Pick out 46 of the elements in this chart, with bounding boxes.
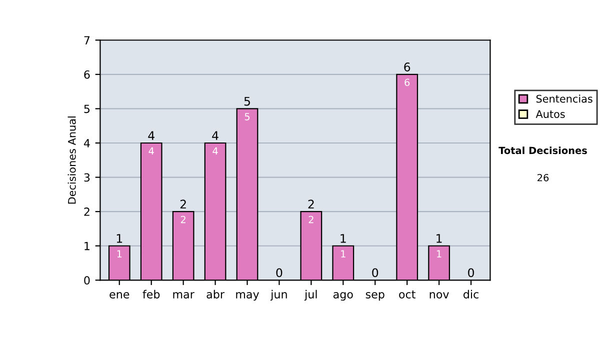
x-tick-label: ago [333,292,353,301]
text: 26 [538,174,549,182]
y-tick-label: 4 [84,139,90,148]
y-tick-label: 2 [84,208,90,216]
x-tick-label: feb [142,290,160,298]
data-label: 6 [404,78,410,86]
total-label: 0 [276,268,282,278]
x-tick-label: abr [206,290,224,298]
legend-label: Autos [536,110,565,118]
total-label: 4 [212,131,218,140]
x-tick-label: may [236,292,260,301]
y-tick-label: 1 [84,242,90,250]
text: Total Decisiones [498,146,587,154]
total-label: 0 [468,268,474,278]
total-label: 1 [116,234,122,243]
y-tick-label: 7 [84,36,90,44]
x-tick-label: jun [270,290,287,301]
x-tick-label: nov [430,292,449,298]
x-tick-label: mar [173,292,194,298]
legend-label: Sentencias [536,94,592,103]
total-label: 5 [244,96,250,106]
y-tick-label: 3 [84,173,90,182]
total-label: 1 [340,234,346,243]
x-tick-label: dic [464,290,478,298]
total-label: 1 [436,234,442,243]
total-label: 0 [372,268,378,278]
x-tick-label: jul [304,290,317,301]
total-label: 4 [148,131,154,140]
data-label: 1 [437,250,442,258]
y-tick-label: 0 [84,276,90,285]
x-tick-label: sep [366,292,384,301]
total-label: 2 [180,200,186,208]
data-label: 5 [244,113,250,120]
data-label: 4 [212,147,218,154]
x-tick-label: ene [110,292,130,298]
y-axis-title: Decisiones Anual [68,116,76,204]
total-label: 6 [404,62,410,72]
y-tick-label: 6 [84,70,90,79]
data-label: 2 [180,216,186,224]
data-label: 1 [117,250,122,258]
data-label: 4 [148,147,154,154]
y-tick-label: 5 [84,104,90,114]
data-label: 2 [308,216,314,224]
x-tick-label: oct [399,290,416,298]
total-label: 2 [308,200,314,208]
data-label: 1 [341,250,346,258]
